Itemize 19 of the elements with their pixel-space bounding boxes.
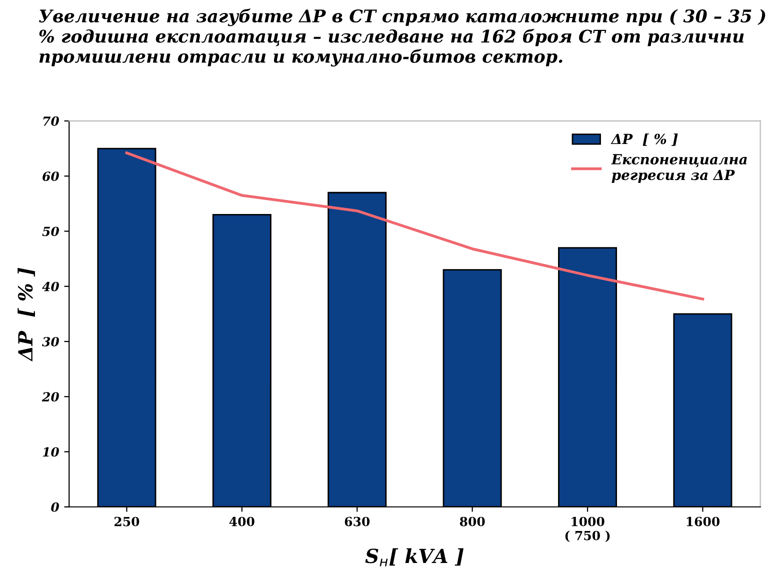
y-tick-label: 50 [42, 226, 59, 236]
y-tick-label: 10 [42, 447, 59, 457]
legend-label: ΔP [ % ] [610, 133, 678, 146]
x-tick-label: 400 [229, 516, 254, 526]
y-tick-label: 40 [42, 282, 59, 292]
legend-label: Експоненциална регресия за ΔP [611, 154, 747, 183]
x-tick-label: 800 [460, 516, 485, 526]
y-tick-label: 20 [42, 392, 59, 402]
x-tick-label: 630 [344, 516, 370, 526]
x-tick-label: 1600 [686, 516, 720, 526]
x-tick-label: 250 [114, 516, 140, 526]
y-tick-label: 30 [42, 336, 59, 346]
y-axis-title: ΔP [ % ] [18, 268, 35, 362]
y-tick-label: 60 [42, 172, 59, 182]
y-tick-label: 0 [51, 502, 59, 512]
x-axis-title: S$_{н}$[ kVA ] [365, 548, 464, 566]
x-tick-label: 1000 ( 750 ) [565, 516, 610, 542]
chart-title: Увеличение на загубите ΔP в СТ спрямо каталожните при ( 30 – 35 ) % годишна експлоатация – изследване на 162 броя СТ от различни промишлени отрасли и комунално-битов сектор. [39, 8, 766, 67]
y-tick-label: 70 [43, 116, 59, 126]
